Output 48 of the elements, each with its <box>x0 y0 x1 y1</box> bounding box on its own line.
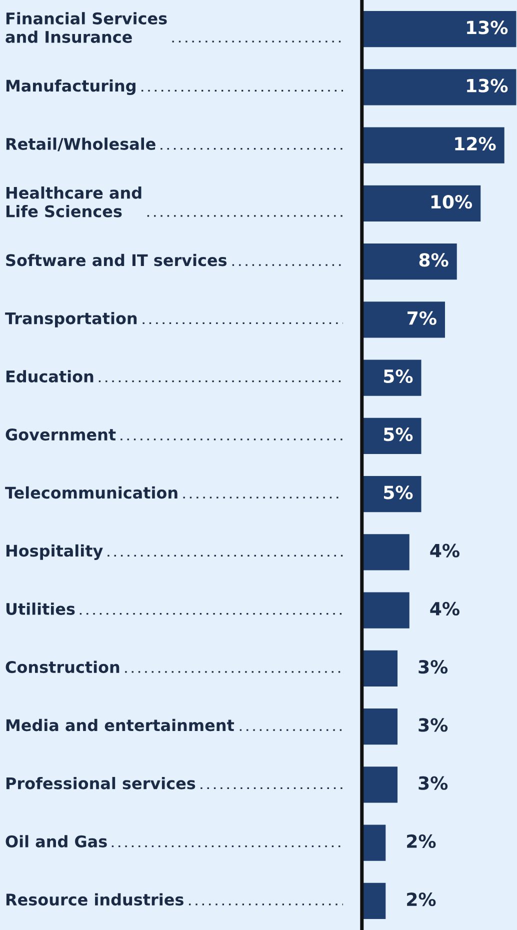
y-tick-label: Education <box>6 370 94 382</box>
data-label: 3% <box>418 660 448 674</box>
bar <box>362 244 457 280</box>
data-label: 13% <box>467 20 508 34</box>
y-tick-label: Manufacturing <box>6 79 136 95</box>
data-label: 5% <box>384 369 413 384</box>
bar <box>362 69 516 106</box>
y-tick-label: Transportation <box>5 312 137 328</box>
data-label: 3% <box>418 776 448 790</box>
data-label: 8% <box>419 253 448 267</box>
y-tick-label: Construction <box>6 660 120 674</box>
y-tick-label: Oil and Gas <box>6 835 107 848</box>
bar <box>362 476 422 512</box>
bar <box>362 824 386 861</box>
bar <box>362 185 481 222</box>
bar <box>362 11 516 48</box>
data-label: 7% <box>408 311 436 325</box>
bar <box>362 650 398 686</box>
y-tick-label: Professional services <box>6 776 196 790</box>
data-label: 13% <box>467 78 508 92</box>
data-label: 4% <box>430 602 460 616</box>
y-tick-label: Resource industries <box>6 893 184 906</box>
y-tick-label: Healthcare and Life Sciences <box>6 186 142 218</box>
bar <box>362 302 445 338</box>
data-label: 5% <box>384 428 413 442</box>
bar <box>362 882 386 919</box>
bar <box>362 708 398 745</box>
y-tick-label: Government <box>6 428 116 441</box>
bar <box>362 534 410 570</box>
bar <box>362 766 398 803</box>
bar <box>362 418 422 454</box>
bar <box>362 592 410 628</box>
data-label: 3% <box>418 718 448 732</box>
data-label: 2% <box>407 892 436 906</box>
data-label: 2% <box>407 834 436 848</box>
data-label: 10% <box>431 195 472 209</box>
y-tick-label: Software and IT services <box>6 254 227 266</box>
data-label: 5% <box>384 486 413 500</box>
y-tick-label: Financial Services and Insurance <box>6 12 167 43</box>
y-tick-label: Hospitality <box>6 544 103 560</box>
data-label: 12% <box>455 136 496 151</box>
data-label: 4% <box>430 544 460 558</box>
bar <box>362 127 504 164</box>
y-tick-label: Retail/Wholesale <box>6 138 156 152</box>
y-tick-label: Utilities <box>6 602 75 615</box>
bar <box>362 360 422 396</box>
y-tick-label: Telecommunication <box>5 486 178 499</box>
y-tick-label: Media and entertainment <box>6 718 234 732</box>
